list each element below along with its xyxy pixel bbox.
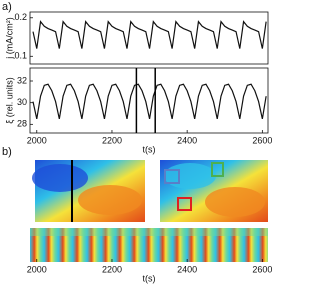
panel-label: b) xyxy=(2,146,12,158)
image-left xyxy=(32,160,145,222)
panel-label: a) xyxy=(2,1,12,13)
x-axis-label: t(s) xyxy=(143,144,156,154)
data-line xyxy=(32,20,267,49)
image-right xyxy=(160,160,268,222)
x-tick-label: 2600 xyxy=(252,264,272,274)
data-line xyxy=(32,83,267,120)
x-tick-label: 2000 xyxy=(27,135,47,145)
x-tick-label: 2600 xyxy=(252,135,272,145)
y-tick-label: 32 xyxy=(17,75,27,85)
y-axis-label: ξ (rel. units) xyxy=(4,77,14,124)
y-tick-label: 0.2 xyxy=(14,12,27,22)
figure: a) b) 0.1 0.2j (mA/cm²) 28 30 32 2000 2200 2400… xyxy=(2,1,272,283)
x-axis-label: t(s) xyxy=(143,273,156,283)
plot-frame xyxy=(29,67,269,134)
y-tick-label: 30 xyxy=(17,97,27,107)
plot-frame xyxy=(29,11,269,65)
y-axis-label: j (mA/cm²) xyxy=(4,17,14,60)
y-tick-label: 28 xyxy=(17,119,27,129)
image-strip xyxy=(30,228,268,262)
x-tick-label: 2400 xyxy=(177,264,197,274)
x-tick-label: 2200 xyxy=(102,264,122,274)
x-tick-label: 2000 xyxy=(27,264,47,274)
x-tick-label: 2400 xyxy=(177,135,197,145)
x-tick-label: 2200 xyxy=(102,135,122,145)
y-tick-label: 0.1 xyxy=(14,51,27,61)
